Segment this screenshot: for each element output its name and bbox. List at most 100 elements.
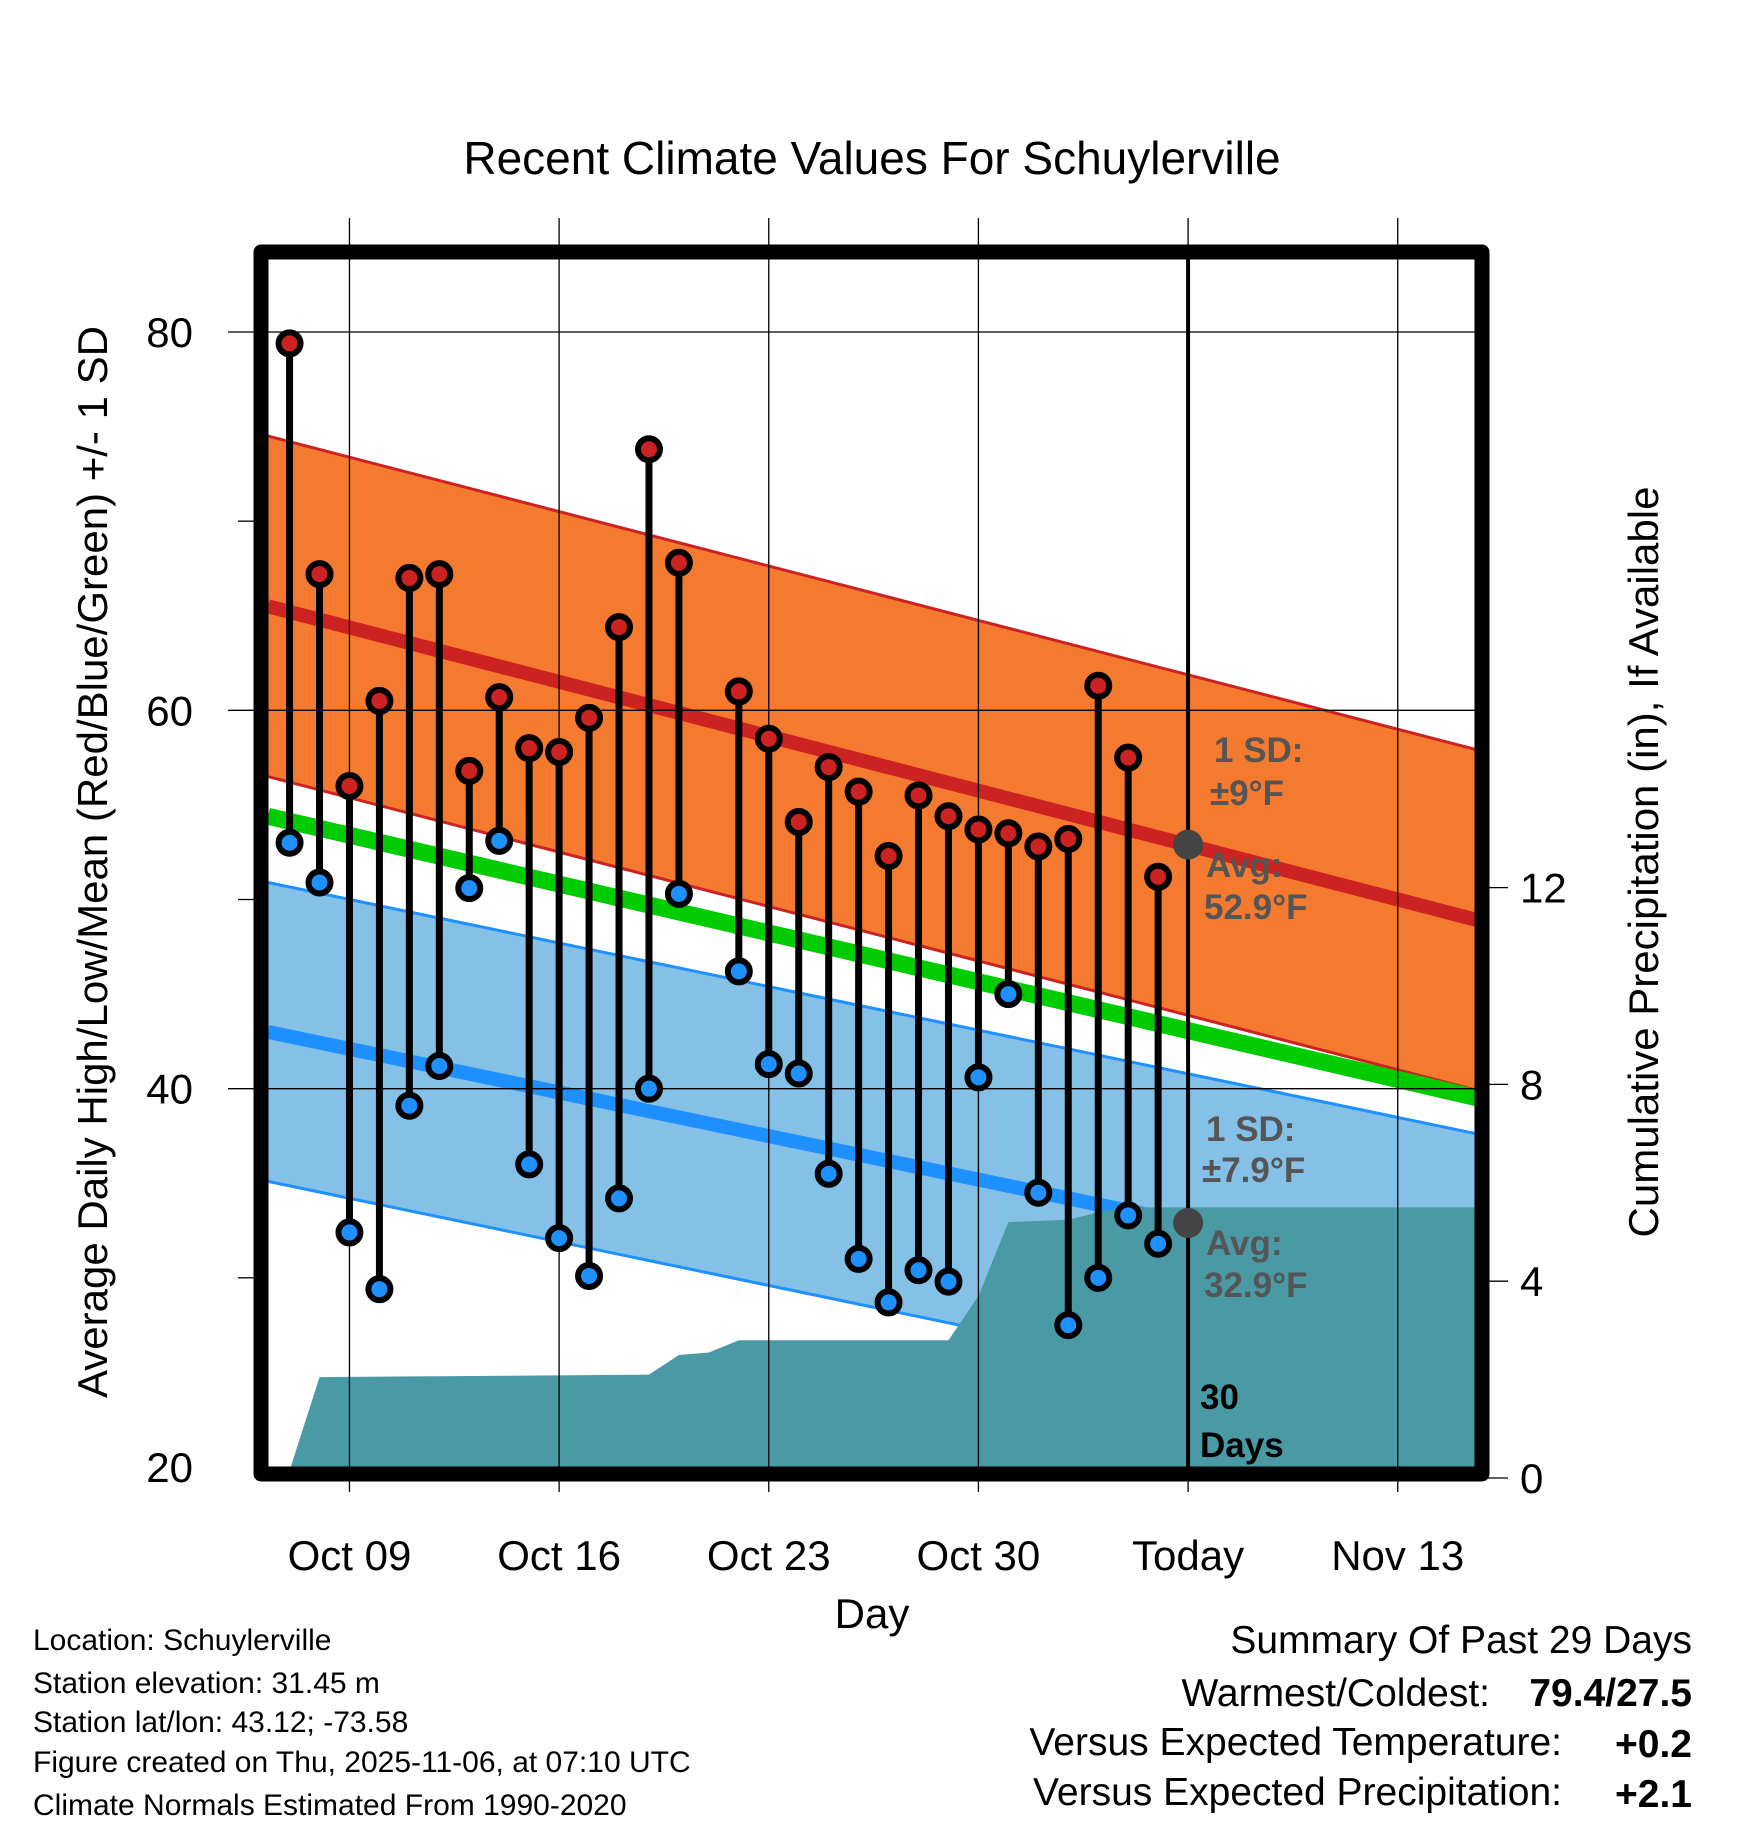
low-point [934,1267,963,1296]
summary-title: Summary Of Past 29 Days [1230,1619,1692,1662]
high-point [1114,743,1143,772]
high-point [1024,832,1053,861]
low-point [724,957,753,986]
high-point [934,802,963,831]
low-point [395,1091,424,1120]
high-point [425,560,454,589]
high-avg-value: 52.9°F [1204,888,1308,927]
high-point [605,613,634,642]
today-low-normal-marker [1173,1207,1204,1238]
daily-temperature-series [275,329,1204,1340]
y2-axis-title: Cumulative Precipitation (in), If Availa… [1620,487,1667,1238]
station-info: Location: Schuylerville Station elevatio… [33,1624,691,1822]
low-point [664,879,693,908]
low-point [994,980,1023,1009]
high-point [1084,671,1113,700]
today-high-normal-marker [1173,829,1204,860]
high-point [275,329,304,358]
x-tick-label: Today [1132,1532,1244,1579]
high-point [904,781,933,810]
low-point [904,1256,933,1285]
low-point [575,1261,604,1290]
low-point [1024,1178,1053,1207]
high-point [305,560,334,589]
high-normal-line [266,599,1480,928]
x-tick-label: Oct 23 [707,1532,831,1579]
chart-title: Recent Climate Values For Schuylerville [463,132,1280,184]
high-point [994,819,1023,848]
high-point [575,703,604,732]
precip-vs-expected-value: +2.1 [1615,1773,1692,1816]
warm-cold-label: Warmest/Coldest: [1182,1672,1490,1715]
low-point [425,1051,454,1080]
low-sd-edge [267,881,1479,1136]
high-point [335,772,364,800]
low-point [455,874,484,903]
low-point [1054,1311,1083,1340]
high-point [545,737,574,766]
low-point [365,1275,394,1304]
high-point [874,841,903,870]
y2-tick-label: 8 [1520,1061,1543,1108]
high-point [814,753,843,782]
high-point [365,686,394,715]
low-point [1144,1229,1173,1258]
low-point [305,868,334,897]
x-tick-label: Oct 30 [917,1532,1041,1579]
high-sd-label: 1 SD: [1214,731,1303,770]
high-avg-label: Avg: [1206,846,1282,885]
warm-cold-value: 79.4/27.5 [1529,1672,1692,1715]
y-axis-title: Average Daily High/Low/Mean (Red/Blue/Gr… [69,326,116,1398]
y2-tick-label: 4 [1520,1258,1543,1305]
high-point [485,683,514,712]
y-tick-label: 20 [146,1444,193,1491]
low-point [784,1059,813,1088]
low-point [844,1244,873,1273]
x-tick-label: Oct 16 [497,1532,621,1579]
high-point [455,756,484,785]
low-point [634,1074,663,1103]
plot-frame [253,244,1490,1482]
created-text: Figure created on Thu, 2025-11-06, at 07… [33,1746,691,1779]
y2-tick-label: 0 [1520,1455,1543,1502]
latlon-text: Station lat/lon: 43.12; -73.58 [33,1706,408,1739]
low-point [814,1159,843,1188]
temp-vs-expected-label: Versus Expected Temperature: [1029,1721,1562,1764]
y-tick-label: 80 [146,309,193,356]
x-axis-title: Day [835,1590,910,1637]
high-point [515,734,544,763]
low-point [515,1150,544,1179]
window-label-number: 30 [1200,1378,1239,1417]
low-point [485,826,514,855]
low-point [545,1224,574,1253]
low-avg-label: Avg: [1206,1224,1282,1263]
low-point [754,1050,783,1079]
elevation-text: Station elevation: 31.45 m [33,1667,380,1700]
low-sd-value: ±7.9°F [1202,1151,1305,1190]
window-label-days: Days [1200,1426,1284,1465]
axes: 20 40 60 80 0 4 8 12 Oct 09 Oct 16 Oct 23 Oct 30 Tod… [146,309,1566,1579]
location-text: Location: Schuylerville [33,1624,332,1657]
y2-tick-label: 12 [1520,865,1567,912]
temp-vs-expected-value: +0.2 [1615,1723,1692,1766]
high-point [395,563,424,592]
high-point [784,807,813,836]
summary: Summary Of Past 29 Days Warmest/Coldest:… [1029,1619,1692,1816]
low-point [335,1218,364,1247]
high-sd-value: ±9°F [1210,774,1284,813]
high-point [844,777,873,806]
precip-vs-expected-label: Versus Expected Precipitation: [1033,1771,1562,1814]
high-point [664,548,693,577]
low-point [275,828,304,857]
high-point [1144,862,1173,891]
y-tick-label: 60 [146,687,193,734]
normal-bands [266,434,1480,1478]
high-point [964,815,993,844]
precipitation-area [268,1207,1478,1478]
low-point [964,1063,993,1092]
y-tick-label: 40 [146,1066,193,1113]
low-avg-value: 32.9°F [1204,1266,1308,1305]
low-sd-label: 1 SD: [1206,1110,1295,1149]
high-point [1054,824,1083,853]
normals-text: Climate Normals Estimated From 1990-2020 [33,1789,627,1822]
